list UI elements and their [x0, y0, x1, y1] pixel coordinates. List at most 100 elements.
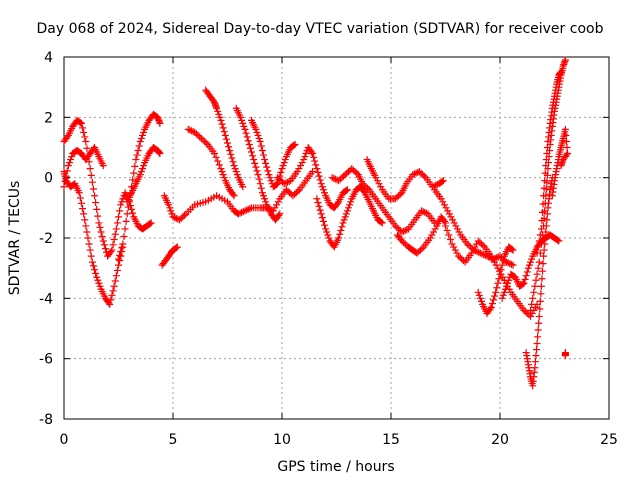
data-point: [282, 179, 290, 187]
data-point: [222, 135, 230, 143]
data-point: [289, 192, 297, 200]
data-point: [311, 157, 319, 165]
data-point: [487, 252, 495, 260]
data-point: [333, 176, 341, 184]
data-point: [242, 129, 250, 137]
data-point: [542, 228, 550, 236]
data-point: [276, 210, 284, 218]
x-axis-tick-labels: 0 5 10 15 20 25: [60, 432, 618, 448]
data-point: [258, 147, 266, 155]
series-trace-24: [548, 125, 572, 200]
series-trace-16: [394, 213, 449, 257]
data-point: [535, 312, 543, 320]
series-trace-9: [202, 86, 247, 191]
data-point: [196, 133, 204, 141]
data-point: [115, 213, 122, 221]
data-point: [561, 56, 569, 64]
series-trace-20: [498, 231, 563, 302]
data-point: [261, 195, 269, 203]
data-point: [532, 276, 540, 284]
x-tick-label: 15: [382, 432, 400, 448]
data-point: [88, 258, 96, 266]
data-point: [486, 305, 494, 313]
data-point: [106, 300, 114, 308]
data-point: [344, 168, 352, 176]
data-point: [251, 159, 259, 167]
data-point: [238, 116, 246, 124]
data-point: [122, 217, 130, 225]
data-point: [236, 209, 244, 217]
data-point: [542, 156, 550, 164]
data-point: [533, 249, 541, 257]
data-point: [229, 190, 237, 198]
data-point: [134, 147, 142, 155]
data-point: [244, 137, 252, 145]
data-point: [528, 300, 536, 308]
data-point: [99, 162, 107, 170]
data-point: [413, 249, 421, 257]
data-point: [401, 240, 409, 248]
data-point: [498, 261, 506, 269]
data-point: [95, 279, 103, 287]
data-point: [438, 177, 446, 185]
data-point: [253, 167, 261, 175]
data-point: [77, 119, 85, 127]
data-point: [267, 177, 275, 185]
data-point: [330, 174, 338, 182]
data-point: [416, 246, 424, 254]
data-point: [492, 288, 500, 296]
data-point: [534, 333, 542, 341]
data-point: [414, 168, 422, 176]
data-point: [443, 226, 451, 234]
data-point: [520, 306, 528, 314]
data-point: [280, 180, 288, 188]
data-point: [219, 171, 227, 179]
data-point: [117, 248, 125, 256]
data-point: [307, 148, 315, 156]
data-point: [319, 186, 327, 194]
data-point: [373, 177, 381, 185]
data-point: [239, 119, 247, 127]
data-point: [67, 156, 75, 164]
data-point: [459, 257, 467, 265]
data-point: [239, 183, 247, 191]
data-point: [285, 177, 293, 185]
data-point: [246, 205, 254, 213]
data-point: [446, 236, 454, 244]
data-point: [166, 204, 174, 212]
data-point: [252, 163, 260, 171]
data-point: [378, 219, 386, 227]
data-point: [277, 168, 285, 176]
data-point: [83, 144, 91, 152]
data-point: [344, 204, 352, 212]
series-trace-25: [561, 349, 569, 360]
data-point: [493, 284, 501, 292]
data-point: [173, 243, 181, 251]
data-point: [539, 200, 547, 208]
data-point: [286, 189, 294, 197]
data-point: [140, 128, 148, 136]
data-point: [428, 231, 436, 239]
x-tick-label: 10: [273, 432, 291, 448]
y-tick-label: 2: [44, 110, 53, 126]
data-point: [215, 110, 223, 118]
data-point: [76, 194, 84, 202]
data-point: [477, 297, 485, 305]
data-point: [494, 264, 502, 272]
series-trace-10: [232, 104, 284, 224]
data-point: [562, 131, 570, 139]
data-point: [442, 204, 450, 212]
data-point: [465, 242, 473, 250]
data-point: [334, 199, 342, 207]
data-point: [360, 187, 368, 195]
data-point: [503, 258, 511, 266]
data-point: [491, 258, 499, 266]
data-point: [321, 221, 329, 229]
data-point: [107, 296, 115, 304]
data-point: [171, 214, 179, 222]
data-point: [117, 201, 125, 209]
data-point: [254, 171, 262, 179]
y-tick-label: -2: [39, 231, 53, 247]
data-point: [202, 139, 210, 147]
